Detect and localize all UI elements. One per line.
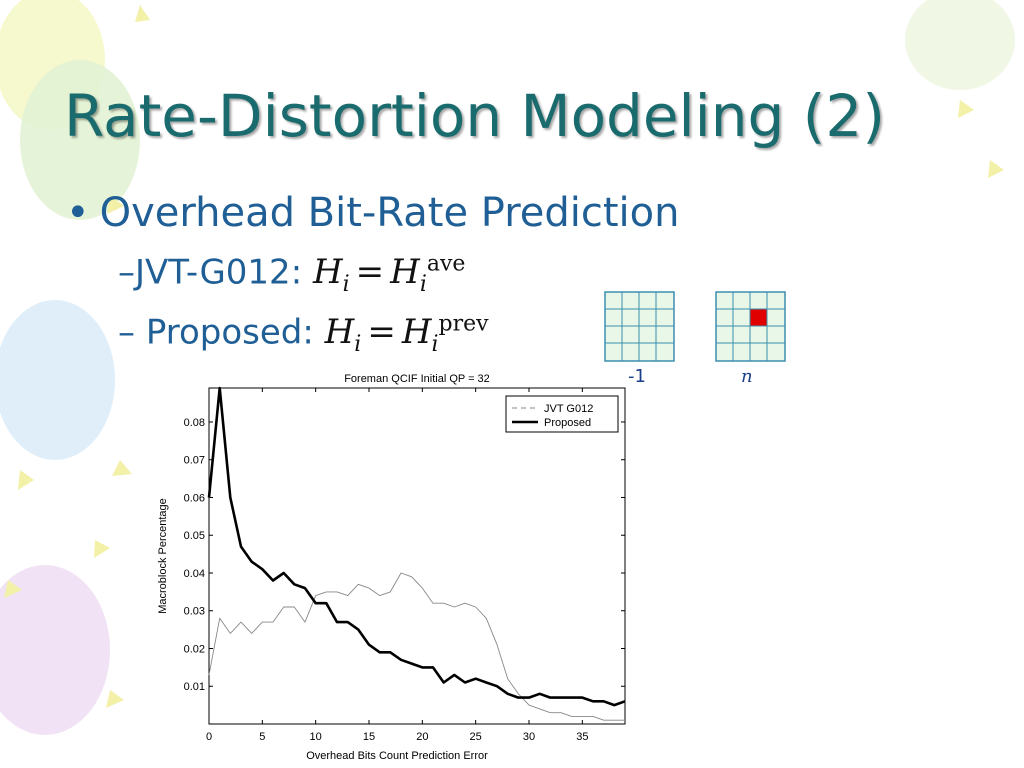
- confetti: [4, 580, 22, 598]
- grid-label-current: n: [741, 366, 753, 387]
- x-axis-label: Overhead Bits Count Prediction Error: [306, 750, 488, 762]
- slide-title: Rate-Distortion Modeling (2): [64, 82, 885, 150]
- highlighted-macroblock: [750, 309, 767, 326]
- formula-rhs-sup: prev: [438, 312, 489, 337]
- formula-lhs-sub: i: [354, 332, 362, 358]
- bullet-text: Overhead Bit-Rate Prediction: [99, 190, 680, 236]
- bullet-dot-icon: •: [66, 190, 90, 236]
- formula-rhs-sup: ave: [426, 252, 466, 277]
- macroblock-grid-previous: [604, 291, 675, 362]
- x-tick-label: 35: [576, 731, 588, 743]
- y-tick-label: 0.07: [184, 455, 205, 467]
- sub-item-dash: –: [118, 312, 135, 353]
- balloon-green-top: [20, 60, 140, 220]
- formula-rhs: H: [390, 252, 420, 293]
- confetti: [988, 160, 1004, 178]
- y-tick-label: 0.02: [184, 643, 205, 655]
- series-line-jvt-g012: [208, 572, 625, 721]
- legend-box: [505, 395, 619, 433]
- sub-item-proposed: – Proposed: Hi = Hiprev: [118, 312, 489, 357]
- series-line-proposed: [207, 386, 626, 707]
- formula-lhs: H: [324, 312, 355, 353]
- x-tick-label: 30: [523, 731, 535, 743]
- formula-equals: =: [355, 252, 385, 293]
- confetti: [18, 470, 34, 490]
- y-tick-label: 0.03: [184, 606, 205, 618]
- formula-lhs: H: [312, 252, 343, 293]
- legend-label: Proposed: [544, 417, 591, 429]
- x-tick-label: 5: [259, 731, 265, 743]
- sub-item-dash: –: [118, 252, 135, 293]
- confetti: [135, 5, 150, 22]
- x-tick-label: 25: [470, 731, 482, 743]
- confetti: [112, 460, 132, 476]
- formula-lhs-sub: i: [342, 272, 350, 298]
- y-axis-label: Macroblock Percentage: [157, 498, 169, 614]
- formula-rhs-sub: i: [419, 272, 427, 298]
- formula-jvt: Hi = Hiave: [312, 252, 466, 297]
- y-tick-label: 0.04: [184, 568, 205, 580]
- formula-rhs-sub: i: [431, 332, 439, 358]
- bullet-item: • Overhead Bit-Rate Prediction: [66, 190, 680, 236]
- balloon-green-right: [905, 0, 1015, 90]
- formula-rhs: H: [401, 312, 432, 353]
- rd-chart: Foreman QCIF Initial QP = 32 0 5 10 15 20 25 30…: [157, 373, 626, 762]
- sub-item-label: JVT-G012:: [135, 252, 303, 293]
- plot-area: [208, 387, 626, 725]
- y-tick-label: 0.01: [184, 681, 205, 693]
- y-tick-label: 0.06: [184, 492, 205, 504]
- confetti: [94, 540, 110, 558]
- y-tick-label: 0.05: [184, 530, 205, 542]
- confetti: [958, 100, 974, 118]
- confetti: [106, 690, 124, 708]
- macroblock-grid-current: [715, 291, 786, 362]
- x-tick-label: 15: [363, 731, 375, 743]
- balloon-blue-middle: [0, 300, 115, 460]
- sub-item-label: Proposed:: [145, 312, 314, 353]
- legend-label: JVT G012: [544, 403, 593, 415]
- formula-equals: =: [367, 312, 396, 353]
- x-tick-label: 20: [416, 731, 428, 743]
- y-tick-label: 0.08: [184, 417, 205, 429]
- chart-title: Foreman QCIF Initial QP = 32: [344, 373, 490, 385]
- x-tick-label: 0: [206, 731, 212, 743]
- grid-label-previous: -1: [628, 366, 646, 387]
- confetti: [107, 195, 124, 214]
- formula-proposed: Hi = Hiprev: [324, 312, 489, 357]
- balloon-lavender-bottom: [0, 565, 110, 735]
- sub-item-jvt: –JVT-G012: Hi = Hiave: [118, 252, 465, 297]
- x-tick-label: 10: [310, 731, 322, 743]
